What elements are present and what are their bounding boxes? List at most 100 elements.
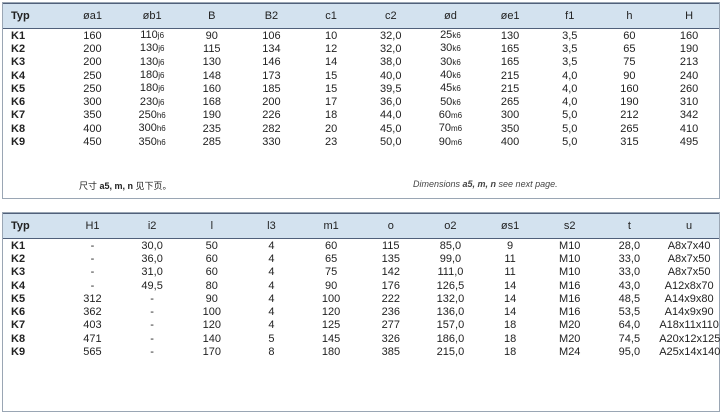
cell: 240	[679, 69, 699, 82]
note-text: a5, m, n	[462, 179, 497, 189]
header-cell: h	[599, 3, 660, 29]
cell: 215,0	[436, 346, 465, 359]
header-cell: øb1	[122, 3, 182, 29]
cell: 200	[83, 56, 102, 69]
cell: 120	[202, 319, 221, 332]
cell: 60m6	[421, 109, 481, 122]
cell: 330	[262, 136, 281, 149]
cell: 30k6	[421, 42, 481, 55]
tolerance: k6	[452, 31, 461, 41]
cell: 165	[500, 42, 520, 55]
cell-value: 30	[440, 55, 453, 68]
type-cell: K7	[11, 319, 26, 332]
cell-value: 70	[438, 122, 451, 135]
cell: 100	[202, 306, 221, 319]
cell: 40,0	[380, 69, 402, 82]
cell: 4	[268, 266, 275, 279]
cell: 450	[83, 136, 102, 149]
cell: -	[150, 332, 154, 345]
type-cell: K9	[11, 346, 26, 359]
type-cell: K3	[11, 266, 26, 279]
cell: 50	[205, 239, 218, 252]
row: K8 471 - 140 5 145 326 186,0 18 M20 74,5 A20x12x125	[3, 332, 720, 345]
cell: M10	[559, 266, 581, 279]
note: Dimensions a5, m, n see next page.	[413, 179, 558, 189]
cell: 90	[205, 29, 218, 42]
cell: M20	[559, 332, 581, 345]
row: K5 250 180j6 160 185 15 39,5 45k6 215 4,0 160 260	[3, 82, 719, 95]
cell: 53,5	[618, 306, 641, 319]
cell: -	[150, 346, 154, 359]
cell: 213	[679, 56, 699, 69]
tolerance: k6	[452, 57, 461, 67]
header-cell: i2	[122, 213, 182, 239]
cell: 11	[504, 252, 516, 265]
cell: 148	[202, 69, 221, 82]
cell: 14	[324, 56, 338, 69]
cell: 142	[381, 266, 400, 279]
cell: A14x9x90	[664, 306, 714, 319]
cell: 4	[268, 292, 275, 305]
cell-value: 130	[139, 42, 159, 55]
cell: A8x7x40	[667, 239, 711, 252]
cell: 14	[503, 292, 517, 305]
cell: 146	[262, 56, 281, 69]
tolerance: h6	[156, 137, 166, 147]
cell: 285	[202, 136, 221, 149]
cell: 277	[381, 319, 400, 332]
cell: 4	[268, 319, 275, 332]
cell: 64,0	[618, 319, 641, 332]
cell: 80	[205, 279, 218, 292]
cell: 222	[381, 292, 400, 305]
header-cell: øa1	[62, 3, 123, 29]
type-cell: K2	[11, 252, 26, 265]
cell: 180	[321, 346, 341, 359]
cell: A8x7x50	[667, 252, 711, 265]
cell: 3,5	[562, 56, 578, 69]
cell: M16	[559, 292, 581, 305]
tolerance: j6	[158, 71, 165, 81]
row: K6 300 230j6 168 200 17 36,0 50k6 265 4,0 190 310	[3, 95, 719, 109]
cell: 265	[620, 122, 639, 135]
cell: 495	[679, 136, 699, 149]
type-cell: K6	[11, 306, 26, 319]
cell: 4	[268, 239, 275, 252]
cell: 50k6	[421, 95, 481, 108]
cell: 85,0	[439, 239, 462, 252]
table: Typ øa1 øb1 B B2 c1 c2 ød øe1 f1 h H K1 160 110j6 90 106…	[3, 3, 719, 149]
cell: 185	[262, 82, 281, 95]
cell: M24	[559, 346, 581, 359]
cell: 31,0	[141, 266, 163, 279]
row: K3 - 31,0 60 4 75 142 111,0 11 M10 33,0 A8x7x50	[3, 266, 719, 279]
cell: 5,0	[562, 136, 578, 149]
cell: 8	[268, 346, 275, 359]
cell: 260	[679, 82, 699, 95]
cell: 50,0	[380, 136, 402, 149]
cell: -	[150, 319, 154, 332]
header-cell: o	[360, 213, 421, 239]
cell: 75	[623, 56, 636, 69]
header-cell: øs1	[480, 213, 540, 239]
cell: 410	[679, 122, 699, 135]
table: Typ H1 i2 l l3 m1 o o2 øs1 s2 t u K1-30,0 50 4 60 115 85,…	[3, 213, 720, 359]
cell: M16	[559, 279, 581, 292]
header-cell: o2	[420, 213, 481, 239]
cell: 160	[83, 29, 102, 42]
tolerance: m6	[450, 124, 463, 134]
cell: 10	[324, 29, 338, 42]
cell: M20	[559, 319, 581, 332]
cell-value: 30	[440, 42, 453, 55]
cell: 60	[205, 266, 218, 279]
cell: 60	[623, 29, 636, 42]
cell: 132,0	[436, 292, 465, 305]
tolerance: m6	[450, 137, 463, 147]
cell: 190	[620, 96, 639, 109]
cell: 70m6	[421, 122, 481, 135]
cell: 173	[262, 69, 281, 82]
row: K2 - 36,0 60 4 65 135 99,0 11 M10 33,0 A8x7x50	[3, 252, 719, 265]
cell: 134	[262, 42, 281, 55]
cell: M10	[559, 239, 581, 252]
cell: 471	[83, 332, 102, 345]
note-text: see next page.	[496, 179, 558, 189]
tolerance: j6	[157, 31, 165, 41]
